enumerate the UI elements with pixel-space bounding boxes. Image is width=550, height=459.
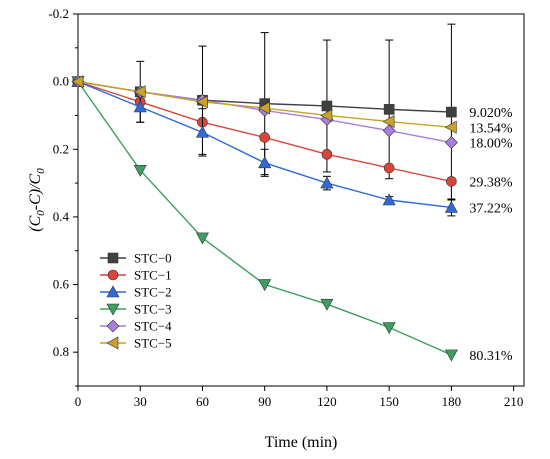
legend-marker xyxy=(107,252,119,264)
data-point xyxy=(195,232,209,245)
data-point xyxy=(320,108,333,122)
y-axis-title: (C0-C)/C0 xyxy=(27,168,47,232)
y-tick-label: -0.2 xyxy=(48,6,69,21)
end-label: 13.54% xyxy=(469,121,513,136)
data-point xyxy=(444,136,458,149)
data-point xyxy=(195,95,208,109)
series-3: 80.31% xyxy=(71,76,513,364)
data-point xyxy=(382,124,396,138)
x-tick-label: 150 xyxy=(379,394,399,409)
legend-label: STC−3 xyxy=(134,302,172,317)
data-point xyxy=(382,193,396,206)
data-point xyxy=(383,162,395,174)
legend-marker xyxy=(106,285,120,298)
data-point xyxy=(258,156,272,169)
legend-marker xyxy=(106,303,120,316)
x-tick-label: 180 xyxy=(442,394,462,409)
data-point xyxy=(444,120,457,134)
end-label: 37.22% xyxy=(469,201,513,216)
plot-frame xyxy=(77,13,525,387)
x-tick-label: 0 xyxy=(75,394,82,409)
y-tick-label: 0.2 xyxy=(53,141,69,156)
data-point xyxy=(446,176,457,187)
legend-marker xyxy=(107,269,119,281)
data-point xyxy=(444,349,458,362)
legend-label: STC−5 xyxy=(134,336,172,351)
legend-label: STC−0 xyxy=(134,251,172,266)
legend-label: STC−1 xyxy=(134,268,172,283)
data-point xyxy=(382,322,396,335)
data-point xyxy=(71,75,84,89)
data-point xyxy=(133,85,146,99)
series-2: 37.22% xyxy=(71,75,513,216)
x-tick-label: 60 xyxy=(196,394,209,409)
series-5: 13.54% xyxy=(71,75,513,136)
x-axis-title: Time (min) xyxy=(265,434,338,451)
data-point xyxy=(320,176,334,189)
data-point xyxy=(321,100,333,112)
end-label: 9.020% xyxy=(469,106,513,121)
data-point xyxy=(382,115,395,129)
legend-label: STC−4 xyxy=(134,319,172,334)
data-point xyxy=(258,279,272,292)
legend-label: STC−2 xyxy=(134,285,172,300)
legend-marker xyxy=(106,319,120,333)
data-point xyxy=(133,164,147,177)
x-tick-label: 90 xyxy=(258,394,271,409)
end-label: 80.31% xyxy=(469,349,513,364)
legend-marker xyxy=(106,336,119,350)
y-tick-label: 0.6 xyxy=(53,277,70,292)
data-point xyxy=(133,100,147,113)
data-point xyxy=(444,200,458,213)
end-label: 18.00% xyxy=(469,137,513,152)
end-label: 29.38% xyxy=(469,175,513,190)
data-point xyxy=(446,106,457,118)
data-point xyxy=(259,132,270,143)
data-point xyxy=(320,298,334,311)
x-tick-label: 210 xyxy=(504,394,524,409)
y-tick-label: 0.8 xyxy=(53,344,69,359)
y-tick-label: 0.0 xyxy=(53,74,69,89)
data-point xyxy=(321,149,333,160)
x-tick-label: 120 xyxy=(317,394,337,409)
y-tick-label: 0.4 xyxy=(53,209,70,224)
data-point xyxy=(383,104,395,115)
x-tick-label: 30 xyxy=(134,394,147,409)
data-point xyxy=(258,101,270,115)
data-point xyxy=(195,125,209,138)
